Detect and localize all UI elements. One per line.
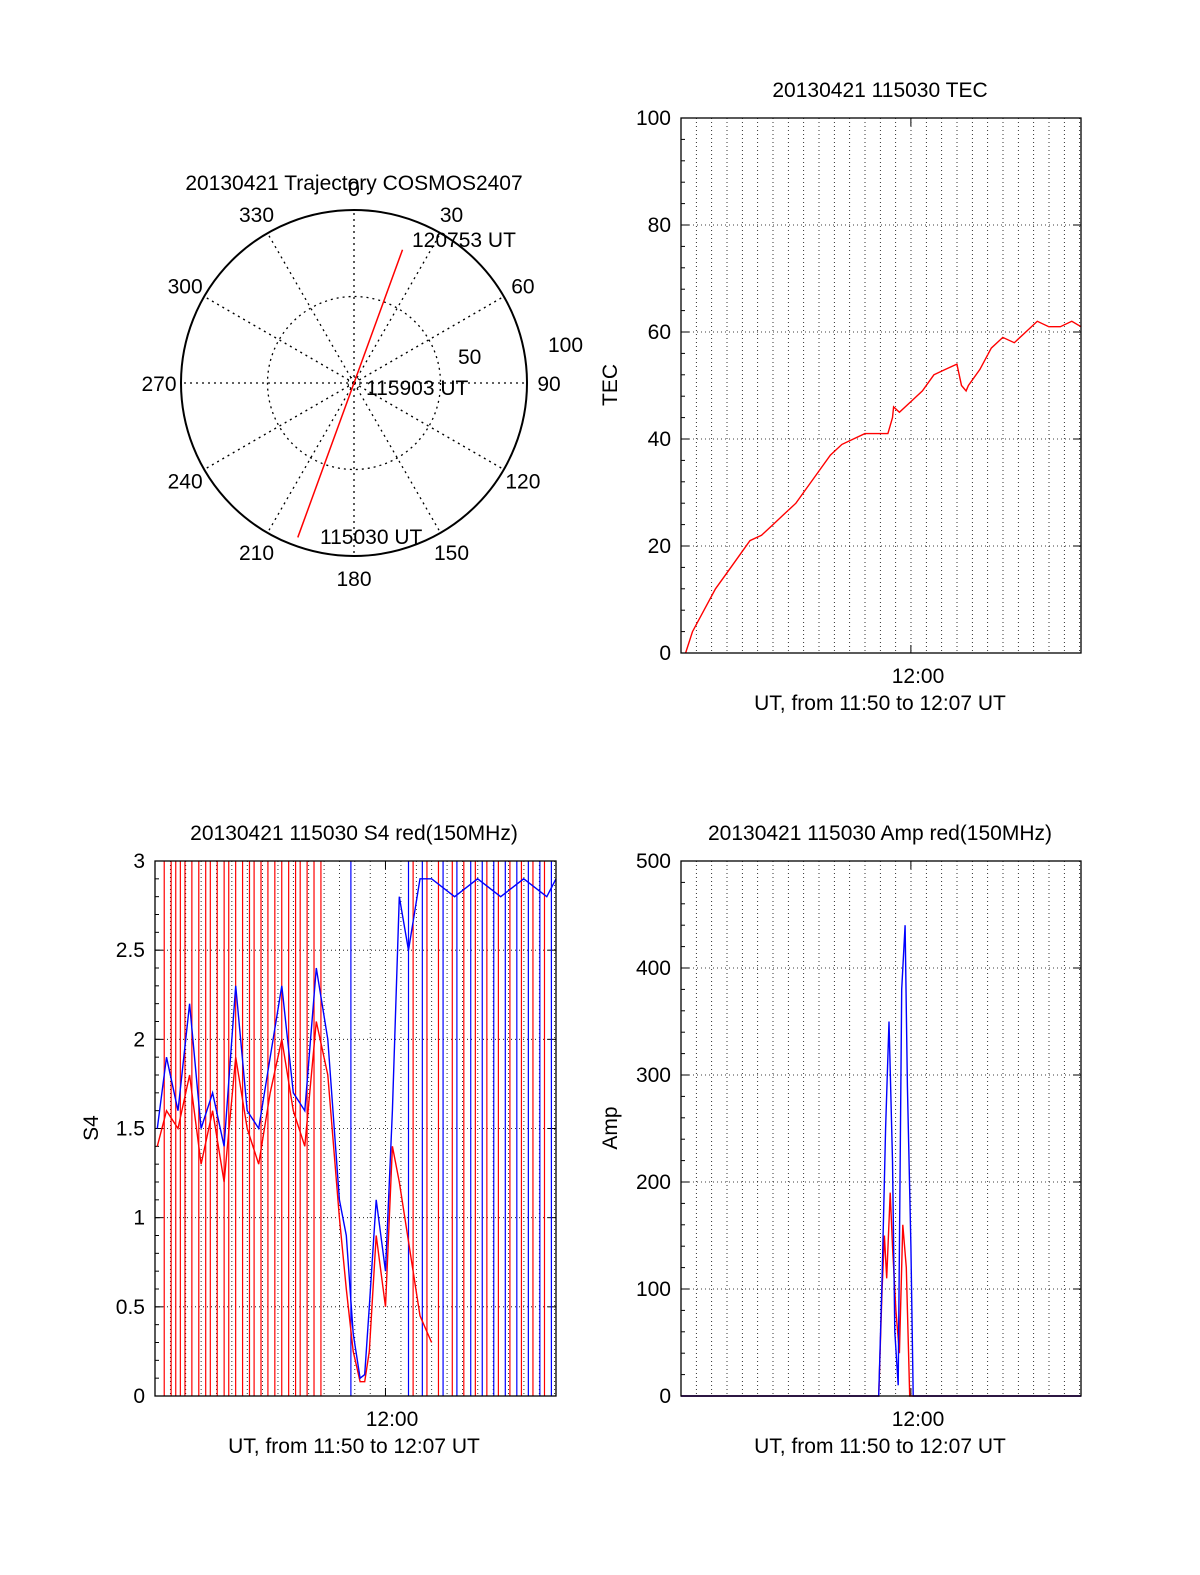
polar-spoke bbox=[353, 382, 505, 471]
amp-panel: 20130421 115030 Amp red(150MHz) 0 100 200 3… bbox=[599, 822, 1082, 1458]
s4-y-tick-label: 2 bbox=[133, 1028, 145, 1051]
trajectory-end-label: 120753 UT bbox=[412, 229, 516, 252]
trajectory-mid-label: 115903 UT bbox=[366, 377, 469, 400]
azimuth-label: 90 bbox=[537, 373, 560, 396]
tec-frame bbox=[680, 117, 1082, 654]
polar-spoke bbox=[203, 295, 355, 384]
polar-spoke bbox=[353, 295, 505, 384]
azimuth-label: 300 bbox=[168, 276, 203, 299]
s4-y-tick-label: 1.5 bbox=[116, 1118, 145, 1141]
polar-outer-ring bbox=[180, 209, 528, 557]
trajectory-line bbox=[297, 249, 404, 538]
azimuth-label: 150 bbox=[434, 542, 469, 565]
azimuth-label: 30 bbox=[440, 204, 463, 227]
azimuth-labels: 0 30 60 90 120 150 180 210 240 270 300 330 bbox=[141, 178, 560, 591]
tec-y-tick-label: 100 bbox=[636, 107, 671, 130]
polar-spoke bbox=[353, 382, 442, 534]
amp-y-tick-label: 500 bbox=[636, 850, 671, 873]
azimuth-label: 0 bbox=[348, 178, 360, 201]
s4-y-tick-label: 0 bbox=[133, 1385, 145, 1408]
trajectory-title: 20130421 Trajectory COSMOS2407 bbox=[185, 172, 522, 195]
s4-x-tick-label: 12:00 bbox=[366, 1408, 419, 1431]
s4-y-tick-label: 0.5 bbox=[116, 1296, 145, 1319]
tec-y-tick-label: 20 bbox=[648, 535, 671, 558]
s4-panel: 20130421 115030 S4 red(150MHz) 0 0.5 1 1.5 2… bbox=[80, 822, 557, 1458]
s4-y-axis-label: S4 bbox=[80, 1115, 103, 1141]
amp-y-tick-label: 300 bbox=[636, 1064, 671, 1087]
radius-label-100: 100 bbox=[548, 334, 583, 357]
azimuth-label: 330 bbox=[239, 204, 274, 227]
tec-x-axis-label: UT, from 11:50 to 12:07 UT bbox=[754, 692, 1006, 715]
s4-y-tick-label: 1 bbox=[133, 1207, 145, 1230]
polar-spoke bbox=[203, 382, 355, 471]
amp-x-axis-label: UT, from 11:50 to 12:07 UT bbox=[754, 1435, 1006, 1458]
azimuth-label: 210 bbox=[239, 542, 274, 565]
amp-plot-area: 0 100 200 300 400 500 bbox=[636, 850, 1082, 1408]
amp-series-line-1 bbox=[681, 925, 1081, 1397]
s4-y-tick-label: 2.5 bbox=[116, 939, 145, 962]
polar-spoke bbox=[266, 232, 355, 384]
s4-series-line-1 bbox=[156, 877, 557, 1380]
tec-x-tick-label: 12:00 bbox=[892, 665, 945, 688]
tec-series-line-0 bbox=[684, 320, 1082, 654]
tec-plot-area: 0 20 40 60 80 100 bbox=[636, 107, 1082, 665]
tec-y-tick-label: 60 bbox=[648, 321, 671, 344]
azimuth-label: 270 bbox=[141, 373, 176, 396]
tec-y-tick-label: 0 bbox=[659, 642, 671, 665]
tec-y-axis-label: TEC bbox=[599, 364, 622, 406]
azimuth-label: 120 bbox=[505, 471, 540, 494]
amp-x-tick-label: 12:00 bbox=[892, 1408, 945, 1431]
tec-panel: 20130421 115030 TEC 0 20 40 60 80 100 12:00 U… bbox=[599, 79, 1082, 715]
amp-y-axis-label: Amp bbox=[599, 1106, 622, 1149]
azimuth-label: 180 bbox=[336, 568, 371, 591]
amp-frame bbox=[680, 860, 1082, 1397]
polar-spoke bbox=[353, 232, 442, 384]
tec-y-tick-label: 80 bbox=[648, 214, 671, 237]
trajectory-panel: 20130421 Trajectory COSMOS2407 0 30 60 90 12… bbox=[141, 172, 583, 591]
tec-title: 20130421 115030 TEC bbox=[772, 79, 987, 102]
amp-y-tick-label: 0 bbox=[659, 1385, 671, 1408]
s4-title: 20130421 115030 S4 red(150MHz) bbox=[190, 822, 518, 845]
trajectory-start-label: 115030 UT bbox=[320, 526, 423, 549]
amp-y-tick-label: 100 bbox=[636, 1278, 671, 1301]
s4-series-line-0 bbox=[156, 1021, 433, 1383]
s4-plot-area: 0 0.5 1 1.5 2 2.5 3 bbox=[116, 850, 557, 1408]
polar-ring-50 bbox=[266, 295, 442, 471]
amp-title: 20130421 115030 Amp red(150MHz) bbox=[708, 822, 1052, 845]
amp-y-tick-label: 400 bbox=[636, 957, 671, 980]
s4-x-axis-label: UT, from 11:50 to 12:07 UT bbox=[228, 1435, 480, 1458]
s4-y-tick-label: 3 bbox=[133, 850, 145, 873]
trajectory-track bbox=[297, 249, 404, 538]
polar-center bbox=[347, 376, 361, 390]
polar-grid bbox=[180, 209, 528, 557]
tec-y-tick-label: 40 bbox=[648, 428, 671, 451]
polar-spoke bbox=[266, 382, 355, 534]
s4-frame bbox=[154, 860, 557, 1397]
amp-y-tick-label: 200 bbox=[636, 1171, 671, 1194]
radius-label-50: 50 bbox=[458, 346, 481, 369]
azimuth-label: 240 bbox=[168, 471, 203, 494]
azimuth-label: 60 bbox=[511, 276, 534, 299]
